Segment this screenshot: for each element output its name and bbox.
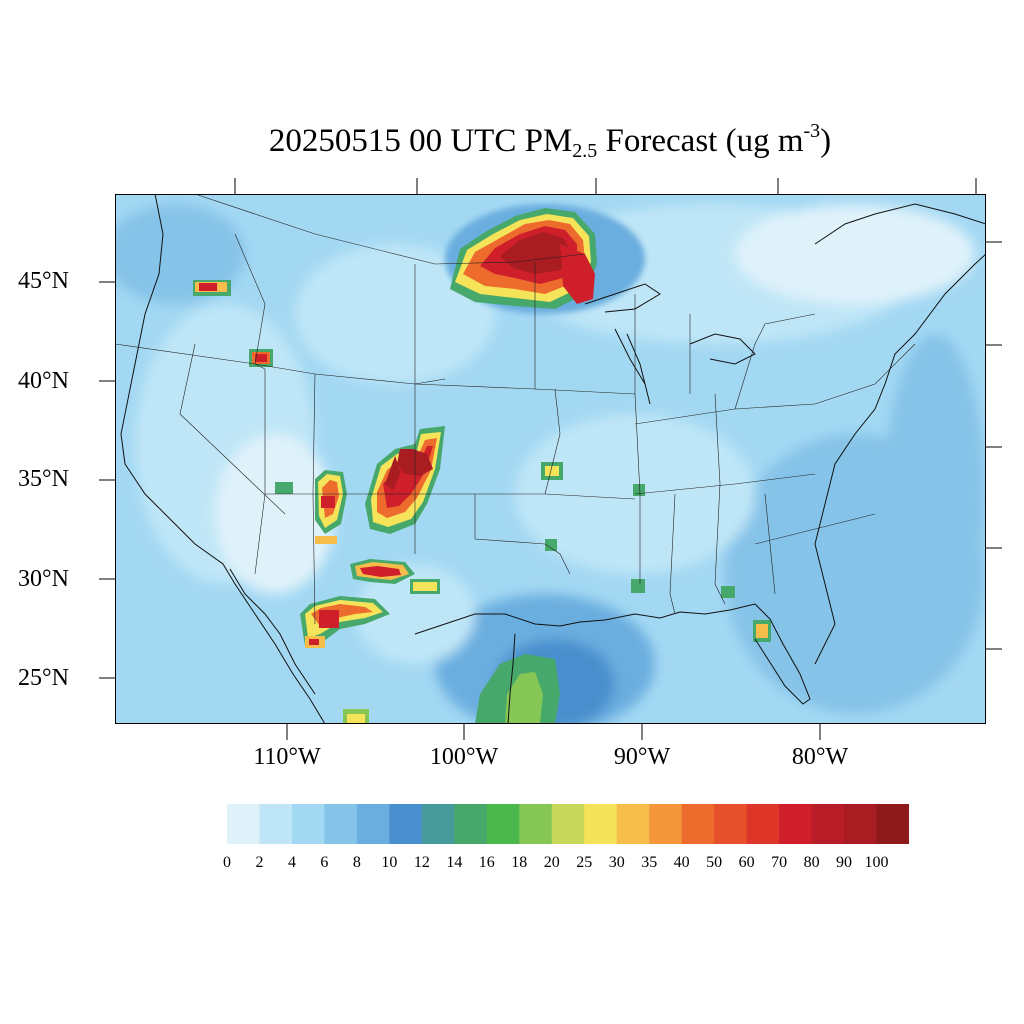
plume-idaho-montana	[193, 280, 231, 296]
lat-label-35: 35°N	[18, 466, 69, 492]
title-subscript: 2.5	[572, 140, 598, 162]
colorbar-swatch	[291, 804, 325, 844]
colorbar-tick-label: 80	[803, 854, 820, 871]
colorbar-swatch	[551, 804, 585, 844]
colorbar-swatch	[876, 804, 909, 844]
colorbar-tick-label: 70	[771, 854, 788, 871]
lon-label-80w: 80°W	[791, 744, 849, 770]
colorbar-tick-label: 35	[641, 854, 658, 871]
state-borders	[115, 194, 916, 625]
colorbar-swatch	[844, 804, 878, 844]
colorbar-tick-label: 90	[836, 854, 853, 871]
title-main: 20250515 00 UTC PM	[268, 123, 573, 159]
colorbar-swatch	[649, 804, 683, 844]
colorbar-swatch	[519, 804, 553, 844]
lon-label-110w: 110°W	[253, 744, 321, 770]
colorbar	[227, 804, 909, 844]
colorbar-swatch	[746, 804, 780, 844]
background-field	[115, 204, 985, 724]
lat-label-45: 45°N	[18, 268, 69, 294]
colorbar-tick-label: 40	[673, 854, 690, 871]
colorbar-tick-label: 8	[352, 854, 361, 871]
title-close: )	[820, 123, 832, 159]
colorbar-swatch	[681, 804, 715, 844]
lat-label-40: 40°N	[18, 368, 69, 394]
colorbar-swatch	[421, 804, 455, 844]
colorbar-swatch	[324, 804, 358, 844]
pm25-map	[115, 194, 986, 724]
title-superscript: -3	[803, 120, 821, 142]
colorbar-swatch	[259, 804, 293, 844]
colorbar-swatch	[389, 804, 423, 844]
colorbar-tick-label: 16	[478, 854, 495, 871]
plume-chihuahua	[300, 559, 440, 648]
plume-gulf-coast	[275, 462, 645, 724]
lon-label-100w: 100°W	[429, 744, 499, 770]
colorbar-swatch	[616, 804, 650, 844]
colorbar-tick-label: 10	[381, 854, 398, 871]
plume-new-mexico	[365, 426, 445, 534]
colorbar-tick-label: 30	[608, 854, 625, 871]
colorbar-tick-label: 25	[576, 854, 593, 871]
colorbar-tick-label: 12	[413, 854, 430, 871]
colorbar-swatch	[486, 804, 520, 844]
colorbar-tick-label: 0	[223, 854, 231, 871]
colorbar-swatch	[811, 804, 845, 844]
map-border	[115, 194, 986, 724]
colorbar-swatch	[779, 804, 813, 844]
lon-label-90w: 90°W	[613, 744, 671, 770]
colorbar-tick-label: 4	[287, 854, 296, 871]
colorbar-swatch	[227, 804, 260, 844]
plume-north-dakota-minnesota	[445, 204, 645, 314]
colorbar-tick-label: 18	[511, 854, 528, 871]
colorbar-tick-label: 2	[255, 854, 264, 871]
colorbar-tick-label: 6	[320, 854, 329, 871]
colorbar-swatch	[714, 804, 748, 844]
colorbar-tick-label: 50	[706, 854, 723, 871]
lat-label-30: 30°N	[18, 566, 69, 592]
colorbar-tick-label: 14	[446, 854, 463, 871]
colorbar-tick-label: 60	[738, 854, 755, 871]
lat-label-25: 25°N	[18, 665, 69, 691]
colorbar-tick-label: 20	[543, 854, 560, 871]
title-tail: Forecast (ug m	[597, 123, 804, 159]
colorbar-tick-label: 100	[864, 854, 889, 871]
plume-arizona	[315, 470, 347, 544]
coastlines	[120, 194, 986, 724]
plume-florida	[721, 586, 771, 642]
map-title: 20250515 00 UTC PM2.5 Forecast (ug m-3)	[0, 120, 1024, 163]
colorbar-swatch	[584, 804, 618, 844]
colorbar-swatch	[356, 804, 390, 844]
colorbar-swatch	[454, 804, 488, 844]
